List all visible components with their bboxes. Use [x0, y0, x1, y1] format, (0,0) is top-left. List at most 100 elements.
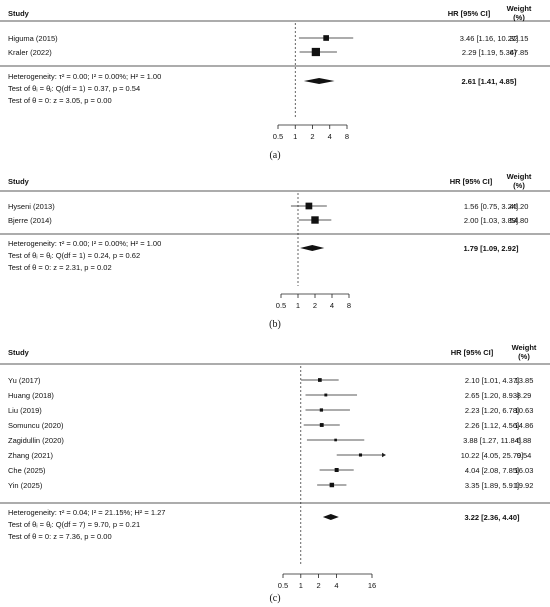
study-weight: 67.85 [510, 48, 529, 57]
study-row: Liu (2019) 2.23 [1.20, 6.78]10.63 [8, 406, 533, 415]
ci-arrow-right [382, 452, 386, 458]
study-hr-ci: 3.88 [1.27, 11.84] [463, 436, 521, 445]
study-weight: 32.15 [510, 34, 529, 43]
study-weight: 8.29 [517, 391, 532, 400]
x-axis-tick-label: 1 [296, 301, 300, 310]
forest-panel-c: Study HR [95% CI] Weight(%) Yu (2017) 2.10 [… [0, 343, 550, 604]
study-name: Hyseni (2013) [8, 202, 55, 211]
study-row: Che (2025) 4.04 [2.08, 7.85]16.03 [8, 466, 533, 475]
stat-line: Test of θᵢ = θⱼ: Q(df = 7) = 9.70, p = 0… [8, 520, 140, 529]
study-name: Bjerre (2014) [8, 216, 52, 225]
study-point-box [319, 423, 324, 427]
x-axis-tick-label: 0.5 [276, 301, 286, 310]
study-row: Bjerre (2014) 2.00 [1.03, 3.89]54.80 [8, 216, 528, 225]
header-weight-unit: (%) [513, 181, 525, 190]
x-axis-tick-label: 2 [313, 301, 317, 310]
study-point-box [317, 378, 322, 382]
header-weight-unit: (%) [518, 352, 530, 361]
study-name: Yu (2017) [8, 376, 41, 385]
stat-line: Test of θ = 0: z = 3.05, p = 0.00 [8, 96, 112, 105]
header-study: Study [8, 348, 30, 357]
header-hr-ci: HR [95% CI] [451, 348, 494, 357]
stat-line: Heterogeneity: τ² = 0.00; I² = 0.00%; H²… [8, 239, 161, 248]
x-axis-tick-label: 8 [347, 301, 351, 310]
study-name: Kraler (2022) [8, 48, 52, 57]
study-name: Somuncu (2020) [8, 421, 64, 430]
study-hr-ci: 2.26 [1.12, 4.56] [465, 421, 519, 430]
header-study: Study [8, 177, 30, 186]
study-row: Zagidullin (2020) 3.88 [1.27, 11.84]6.88 [8, 436, 531, 445]
study-hr-ci: 2.65 [1.20, 8.93] [465, 391, 519, 400]
study-row: Huang (2018) 2.65 [1.20, 8.93]8.29 [8, 391, 531, 400]
pooled-hr-ci: 1.79 [1.09, 2.92] [463, 244, 519, 253]
study-weight: 54.80 [510, 216, 529, 225]
study-hr-ci: 2.00 [1.03, 3.89] [464, 216, 518, 225]
study-hr-ci: 3.35 [1.89, 5.91] [465, 481, 519, 490]
header-hr-ci: HR [95% CI] [448, 9, 491, 18]
study-weight: 10.63 [515, 406, 534, 415]
study-row: Hyseni (2013) 1.56 [0.75, 3.24]45.20 [8, 202, 528, 211]
x-axis-tick-label: 16 [368, 581, 376, 590]
study-name: Che (2025) [8, 466, 46, 475]
study-weight: 6.88 [517, 436, 532, 445]
study-point-box [324, 393, 328, 397]
study-hr-ci: 10.22 [4.05, 25.70] [461, 451, 524, 460]
study-row: Somuncu (2020) 2.26 [1.12, 4.56]14.86 [8, 421, 533, 430]
panel-caption: (b) [269, 319, 281, 330]
panel-caption: (c) [269, 593, 280, 604]
study-weight: 16.03 [515, 466, 534, 475]
pooled-diamond [300, 245, 325, 251]
panel-caption: (a) [269, 150, 280, 161]
x-axis-tick-label: 1 [293, 132, 297, 141]
stat-line: Heterogeneity: τ² = 0.00; I² = 0.00%; H²… [8, 72, 161, 81]
study-hr-ci: 2.23 [1.20, 6.78] [465, 406, 519, 415]
study-name: Liu (2019) [8, 406, 42, 415]
stat-line: Test of θᵢ = θⱼ: Q(df = 1) = 0.24, p = 0… [8, 251, 140, 260]
stat-line: Heterogeneity: τ² = 0.04; I² = 21.15%; H… [8, 508, 165, 517]
study-weight: 14.86 [515, 421, 534, 430]
x-axis-tick-label: 0.5 [273, 132, 283, 141]
pooled-hr-ci: 2.61 [1.41, 4.85] [461, 77, 517, 86]
forest-panel-b: Study HR [95% CI] Weight(%) Hyseni (2013) 1.… [0, 172, 550, 330]
study-hr-ci: 4.04 [2.08, 7.85] [465, 466, 519, 475]
study-row: Yin (2025) 3.35 [1.89, 5.91]19.92 [8, 481, 533, 490]
stat-line: Test of θ = 0: z = 2.31, p = 0.02 [8, 263, 112, 272]
x-axis-tick-label: 2 [310, 132, 314, 141]
header-weight-unit: (%) [513, 13, 525, 22]
study-name: Zhang (2021) [8, 451, 54, 460]
header-hr-ci: HR [95% CI] [450, 177, 493, 186]
study-point-box [319, 408, 324, 412]
x-axis-tick-label: 4 [328, 132, 332, 141]
study-weight: 19.92 [515, 481, 534, 490]
study-point-box [311, 47, 320, 57]
study-hr-ci: 3.46 [1.16, 10.27] [460, 34, 518, 43]
study-name: Higuma (2015) [8, 34, 58, 43]
study-point-box [334, 438, 337, 442]
header-weight: Weight [507, 4, 532, 13]
study-weight: 45.20 [510, 202, 529, 211]
study-row: Zhang (2021) 10.22 [4.05, 25.70]9.54 [8, 451, 531, 460]
study-row: Higuma (2015) 3.46 [1.16, 10.27]32.15 [8, 34, 528, 43]
pooled-diamond [303, 78, 335, 84]
study-hr-ci: 2.29 [1.19, 5.34] [462, 48, 516, 57]
study-point-box [334, 467, 339, 473]
pooled-diamond [322, 514, 339, 520]
stat-line: Test of θᵢ = θⱼ: Q(df = 1) = 0.37, p = 0… [8, 84, 140, 93]
study-weight: 9.54 [517, 451, 532, 460]
study-point-box [311, 216, 319, 224]
x-axis-tick-label: 0.5 [278, 581, 288, 590]
study-point-box [305, 202, 313, 210]
x-axis-tick-label: 1 [299, 581, 303, 590]
header-weight: Weight [507, 172, 532, 181]
study-point-box [358, 453, 363, 457]
forest-panel-a: Study HR [95% CI] Weight(%) Higuma (2015) 3.… [0, 4, 550, 161]
header-weight: Weight [512, 343, 537, 352]
study-row: Kraler (2022) 2.29 [1.19, 5.34]67.85 [8, 47, 529, 57]
study-name: Huang (2018) [8, 391, 54, 400]
study-row: Yu (2017) 2.10 [1.01, 4.37]13.85 [8, 376, 533, 385]
study-hr-ci: 2.10 [1.01, 4.37] [465, 376, 519, 385]
header-study: Study [8, 9, 30, 18]
study-name: Yin (2025) [8, 481, 43, 490]
x-axis-tick-label: 8 [345, 132, 349, 141]
